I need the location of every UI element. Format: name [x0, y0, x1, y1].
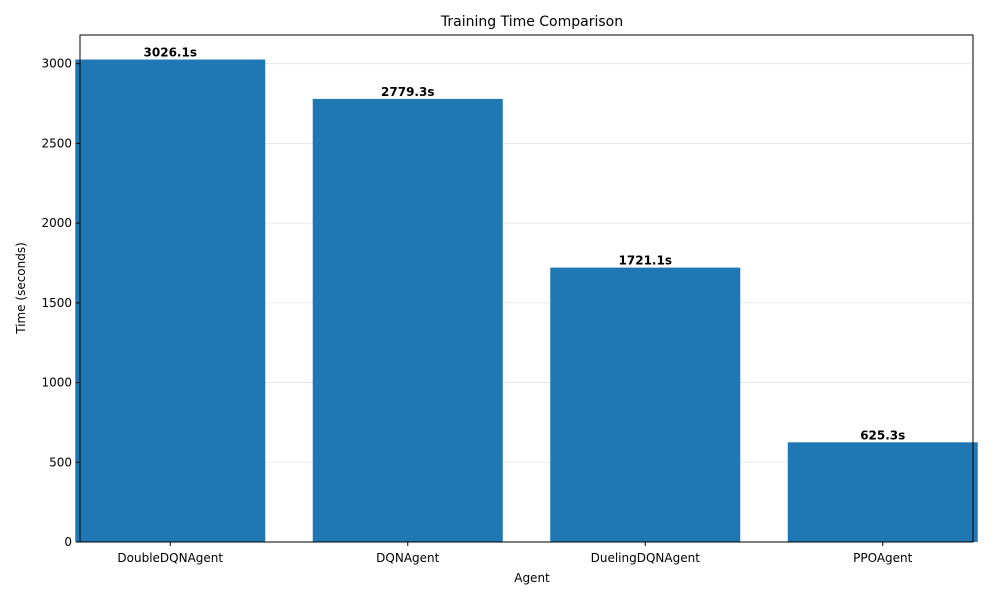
x-tick-label-2: DuelingDQNAgent — [591, 551, 701, 565]
x-axis-label: Agent — [514, 571, 550, 585]
y-tick-label-4: 2000 — [41, 216, 72, 230]
y-tick-label-6: 3000 — [41, 57, 72, 71]
y-tick-label-2: 1000 — [41, 376, 72, 390]
y-axis-label: Time (seconds) — [14, 242, 28, 335]
x-tick-label-0: DoubleDQNAgent — [117, 551, 223, 565]
y-axis-ticks: 0 500 1000 1500 2000 2500 3000 — [41, 57, 80, 549]
bar-value-label-0: 3026.1s — [144, 46, 197, 60]
x-axis-ticks: DoubleDQNAgent DQNAgent DuelingDQNAgent PPO… — [117, 542, 913, 565]
y-tick-label-1: 500 — [49, 455, 72, 469]
y-tick-label-0: 0 — [64, 535, 72, 549]
y-tick-label-3: 1500 — [41, 296, 72, 310]
bar-1 — [312, 98, 503, 542]
bar-value-label-3: 625.3s — [860, 428, 905, 442]
bar-value-label-2: 1721.1s — [619, 254, 672, 268]
bars — [75, 59, 978, 542]
x-tick-label-1: DQNAgent — [376, 551, 439, 565]
bar-3 — [787, 442, 978, 542]
plot-frame — [79, 34, 974, 543]
bar-value-labels: 3026.1s 2779.3s 1721.1s 625.3s — [144, 46, 906, 443]
bar-value-label-1: 2779.3s — [381, 85, 434, 99]
x-tick-label-3: PPOAgent — [853, 551, 913, 565]
y-tick-label-5: 2500 — [41, 136, 72, 150]
bar-0 — [75, 59, 266, 542]
bar-2 — [550, 267, 741, 542]
chart-title: Training Time Comparison — [440, 14, 623, 30]
